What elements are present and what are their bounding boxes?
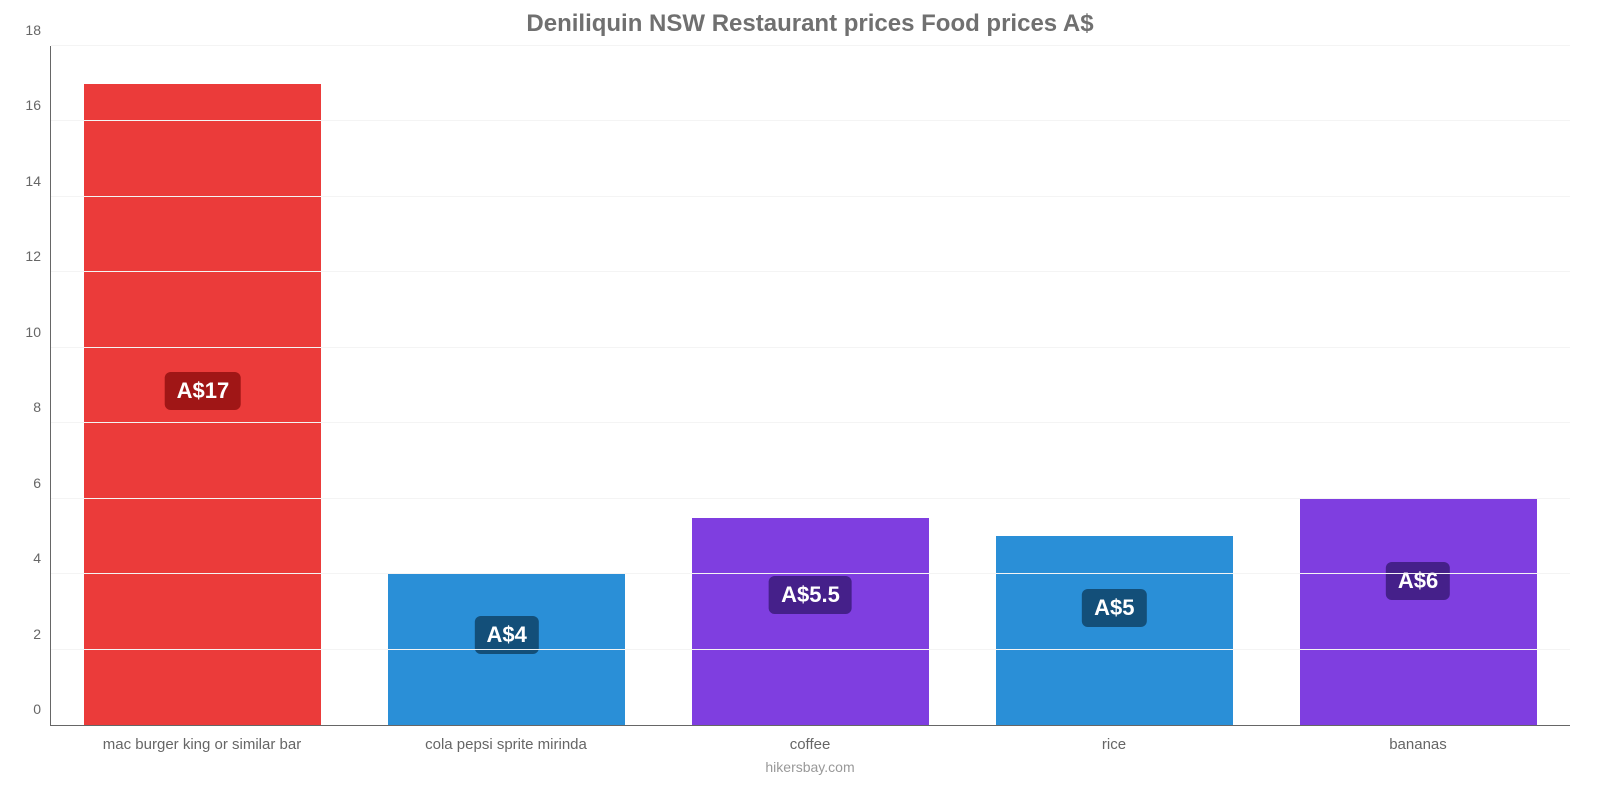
x-axis: mac burger king or similar barcola pepsi… <box>50 736 1570 753</box>
price-bar-chart: Deniliquin NSW Restaurant prices Food pr… <box>0 0 1600 800</box>
y-tick-label: 8 <box>33 399 51 415</box>
bar: A$17 <box>84 84 321 725</box>
x-axis-label: bananas <box>1266 736 1570 753</box>
gridline <box>51 271 1570 272</box>
value-badge: A$17 <box>165 372 242 410</box>
gridline <box>51 120 1570 121</box>
bar-slot: A$5 <box>962 46 1266 725</box>
y-tick-label: 14 <box>25 173 51 189</box>
gridline <box>51 196 1570 197</box>
y-tick-label: 10 <box>25 324 51 340</box>
bar-slot: A$5.5 <box>659 46 963 725</box>
bar: A$6 <box>1300 499 1537 725</box>
y-tick-label: 0 <box>33 701 51 717</box>
x-axis-label: cola pepsi sprite mirinda <box>354 736 658 753</box>
gridline <box>51 573 1570 574</box>
gridline <box>51 649 1570 650</box>
gridline <box>51 45 1570 46</box>
value-badge: A$6 <box>1386 562 1450 600</box>
x-axis-label: coffee <box>658 736 962 753</box>
x-axis-label: rice <box>962 736 1266 753</box>
bar: A$5.5 <box>692 518 929 725</box>
gridline <box>51 498 1570 499</box>
bar-slot: A$4 <box>355 46 659 725</box>
bar-slot: A$17 <box>51 46 355 725</box>
attribution-text: hikersbay.com <box>50 759 1570 775</box>
value-badge: A$5 <box>1082 589 1146 627</box>
bar-slot: A$6 <box>1266 46 1570 725</box>
y-tick-label: 18 <box>25 22 51 38</box>
x-axis-label: mac burger king or similar bar <box>50 736 354 753</box>
bar: A$5 <box>996 536 1233 725</box>
chart-title: Deniliquin NSW Restaurant prices Food pr… <box>50 10 1570 38</box>
bar: A$4 <box>388 574 625 725</box>
y-tick-label: 4 <box>33 550 51 566</box>
gridline <box>51 347 1570 348</box>
y-tick-label: 2 <box>33 626 51 642</box>
y-tick-label: 6 <box>33 475 51 491</box>
bars-row: A$17 A$4 A$5.5 A$5 A$6 <box>51 46 1570 725</box>
y-tick-label: 16 <box>25 97 51 113</box>
value-badge: A$5.5 <box>769 576 852 614</box>
y-tick-label: 12 <box>25 248 51 264</box>
plot-area: A$17A$4A$5.5A$5A$6 024681012141618 <box>50 46 1570 726</box>
gridline <box>51 422 1570 423</box>
